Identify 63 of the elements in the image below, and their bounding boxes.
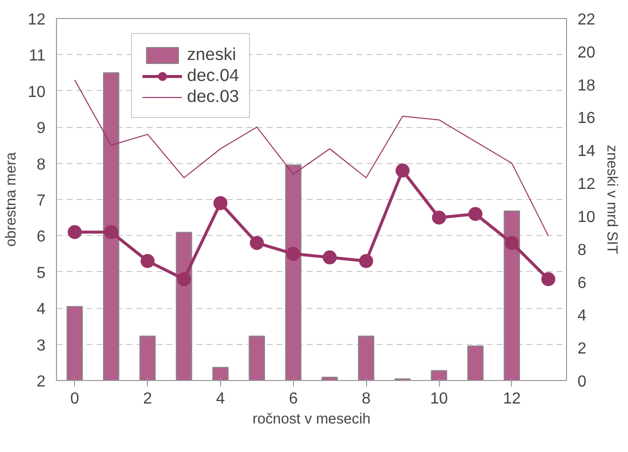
- x-tick-label: 8: [362, 390, 371, 408]
- bar: [102, 72, 120, 380]
- y-tick-label: 2: [36, 374, 46, 390]
- bar: [248, 336, 266, 380]
- y-tick-label: 4: [36, 301, 46, 318]
- y2-axis-title: zneski v mrd SIT: [603, 144, 620, 254]
- x-tick-label: 0: [70, 390, 80, 408]
- y-axis-title: obrestna mera: [4, 151, 20, 247]
- point: [541, 272, 556, 286]
- x-tick-label: 12: [502, 390, 521, 408]
- y2-tick-label: 16: [578, 110, 596, 128]
- point: [104, 225, 118, 240]
- x-tick-label: 6: [288, 390, 298, 408]
- y2-tick-label: 8: [578, 242, 586, 259]
- y2-tick-label: 22: [578, 12, 596, 28]
- y2-tick-label: 6: [578, 274, 586, 292]
- point: [68, 225, 82, 240]
- point: [140, 254, 155, 268]
- y-tick-label: 8: [36, 156, 46, 174]
- point: [177, 272, 191, 286]
- y-tick-label: 6: [36, 228, 46, 246]
- point: [432, 210, 446, 225]
- bar: [504, 210, 520, 380]
- bar: [430, 370, 448, 380]
- x-tick-label: 2: [143, 390, 152, 408]
- y2-tick-label: 0: [578, 374, 586, 390]
- bar: [212, 366, 229, 380]
- y-tick-label: 11: [28, 48, 46, 65]
- bar: [285, 164, 302, 380]
- point: [359, 254, 374, 268]
- bar: [176, 232, 192, 380]
- bar: [467, 345, 484, 380]
- y2-tick-label: 12: [578, 176, 596, 194]
- x-tick-label: 10: [430, 390, 448, 408]
- y2-tick-label: 14: [578, 143, 596, 160]
- point: [213, 196, 228, 210]
- bar: [358, 336, 374, 380]
- y-tick-label: 7: [36, 192, 46, 210]
- y2-tick-label: 20: [578, 44, 596, 62]
- x-axis-title: ročnost v mesecih: [252, 412, 371, 428]
- point: [322, 250, 337, 264]
- y-tick-label: 9: [36, 120, 46, 138]
- line-series: [74, 80, 549, 236]
- bar: [322, 376, 338, 380]
- legend-label: dec.04: [187, 65, 240, 86]
- point: [396, 164, 410, 178]
- point: [250, 236, 264, 250]
- point: [504, 236, 519, 250]
- y2-tick-label: 2: [578, 340, 586, 358]
- bar: [139, 336, 156, 380]
- point: [286, 246, 300, 261]
- y2-tick-label: 10: [578, 208, 596, 226]
- y2-tick-label: 4: [578, 308, 586, 325]
- legend-label: dec.03: [187, 86, 240, 107]
- y-tick-label: 3: [36, 337, 46, 354]
- x-tick-label: 4: [216, 390, 225, 408]
- y-tick-label: 5: [36, 264, 46, 282]
- y-tick-label: 10: [28, 84, 46, 101]
- bar: [66, 306, 83, 380]
- y2-tick-label: 18: [578, 77, 596, 94]
- point: [468, 206, 482, 221]
- y-tick-label: 12: [28, 12, 46, 28]
- legend-label: zneski: [187, 44, 236, 65]
